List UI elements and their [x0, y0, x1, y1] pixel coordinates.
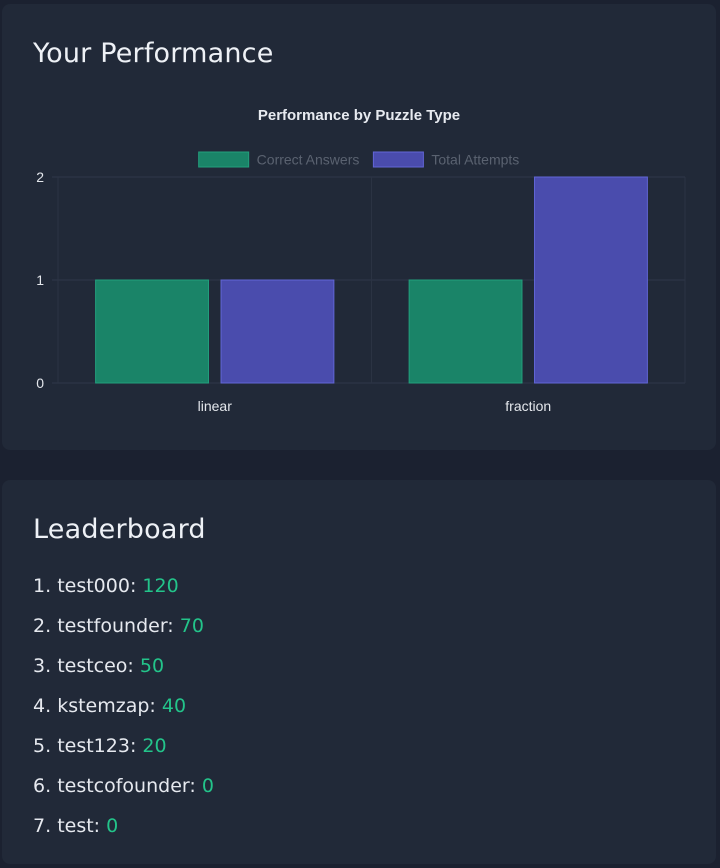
performance-chart-svg: Performance by Puzzle Type 0 1 2 linear frac… — [36, 107, 686, 414]
leaderboard-username: kstemzap: — [57, 695, 156, 717]
leaderboard-entry: 6. testcofounder: 0 — [33, 772, 214, 812]
leaderboard-score: 40 — [161, 695, 187, 717]
leaderboard-rank: 2. — [33, 615, 52, 637]
legend-swatch[interactable] — [198, 151, 250, 168]
leaderboard-score: 50 — [139, 655, 165, 677]
leaderboard-score: 120 — [142, 575, 179, 597]
y-tick-label: 2 — [36, 169, 44, 185]
leaderboard-username: test: — [57, 815, 101, 837]
leaderboard-rank: 5. — [33, 735, 52, 757]
chart-title: Performance by Puzzle Type — [258, 107, 460, 124]
y-tick-label: 0 — [36, 375, 44, 391]
leaderboard-rank-name: 5. test123: — [33, 735, 136, 757]
bar-1-1[interactable] — [534, 176, 648, 384]
y-tick-label: 1 — [36, 272, 44, 288]
leaderboard-title: Leaderboard — [33, 514, 206, 545]
leaderboard-entry: 7. test: 0 — [33, 812, 214, 852]
chart-bars — [95, 176, 648, 384]
leaderboard-username: testceo: — [57, 655, 134, 677]
leaderboard-list: 1. test000: 120 2. testfounder: 70 3. test… — [33, 572, 214, 852]
leaderboard-score: 0 — [201, 775, 214, 797]
bar-0-1[interactable] — [220, 279, 335, 384]
leaderboard-rank: 4. — [33, 695, 52, 717]
bar-1-0[interactable] — [408, 279, 523, 384]
leaderboard-rank: 3. — [33, 655, 52, 677]
leaderboard-entry: 4. kstemzap: 40 — [33, 692, 214, 732]
leaderboard-entry: 5. test123: 20 — [33, 732, 214, 772]
leaderboard-rank-name: 1. test000: — [33, 575, 136, 597]
leaderboard-score: 70 — [179, 615, 204, 637]
performance-chart: Performance by Puzzle Type 0 1 2 linear frac… — [2, 4, 716, 450]
leaderboard-rank: 1. — [33, 575, 52, 597]
bar-0-0[interactable] — [95, 279, 209, 384]
leaderboard-rank: 6. — [33, 775, 52, 797]
leaderboard-entry: 3. testceo: 50 — [33, 652, 214, 692]
performance-title: Your Performance — [33, 38, 274, 69]
leaderboard-username: test123: — [57, 735, 137, 757]
leaderboard-rank-name: 7. test: — [33, 815, 100, 837]
leaderboard-score: 0 — [106, 815, 119, 837]
chart-ticks: 0 1 2 linear fraction — [36, 169, 551, 414]
leaderboard-rank-name: 4. kstemzap: — [33, 695, 156, 717]
leaderboard-card: Leaderboard 1. test000: 120 2. testfounde… — [2, 480, 716, 864]
chart-legend[interactable]: Correct Answers Total Attempts — [198, 151, 520, 168]
legend-swatch[interactable] — [372, 151, 424, 168]
leaderboard-rank-name: 6. testcofounder: — [33, 775, 196, 797]
leaderboard-username: testcofounder: — [57, 775, 196, 797]
performance-card: Your Performance Performance by Puzzle T… — [2, 4, 716, 450]
legend-label: Total Attempts — [431, 152, 519, 168]
leaderboard-rank-name: 2. testfounder: — [33, 615, 174, 637]
x-tick-label: linear — [198, 398, 233, 414]
leaderboard-rank: 7. — [33, 815, 52, 837]
leaderboard-entry: 1. test000: 120 — [33, 572, 214, 612]
x-tick-label: fraction — [505, 398, 551, 414]
legend-label: Correct Answers — [257, 152, 360, 168]
leaderboard-username: testfounder: — [57, 615, 174, 637]
leaderboard-entry: 2. testfounder: 70 — [33, 612, 214, 652]
leaderboard-rank-name: 3. testceo: — [33, 655, 134, 677]
leaderboard-username: test000: — [57, 575, 137, 597]
leaderboard-score: 20 — [142, 735, 167, 757]
